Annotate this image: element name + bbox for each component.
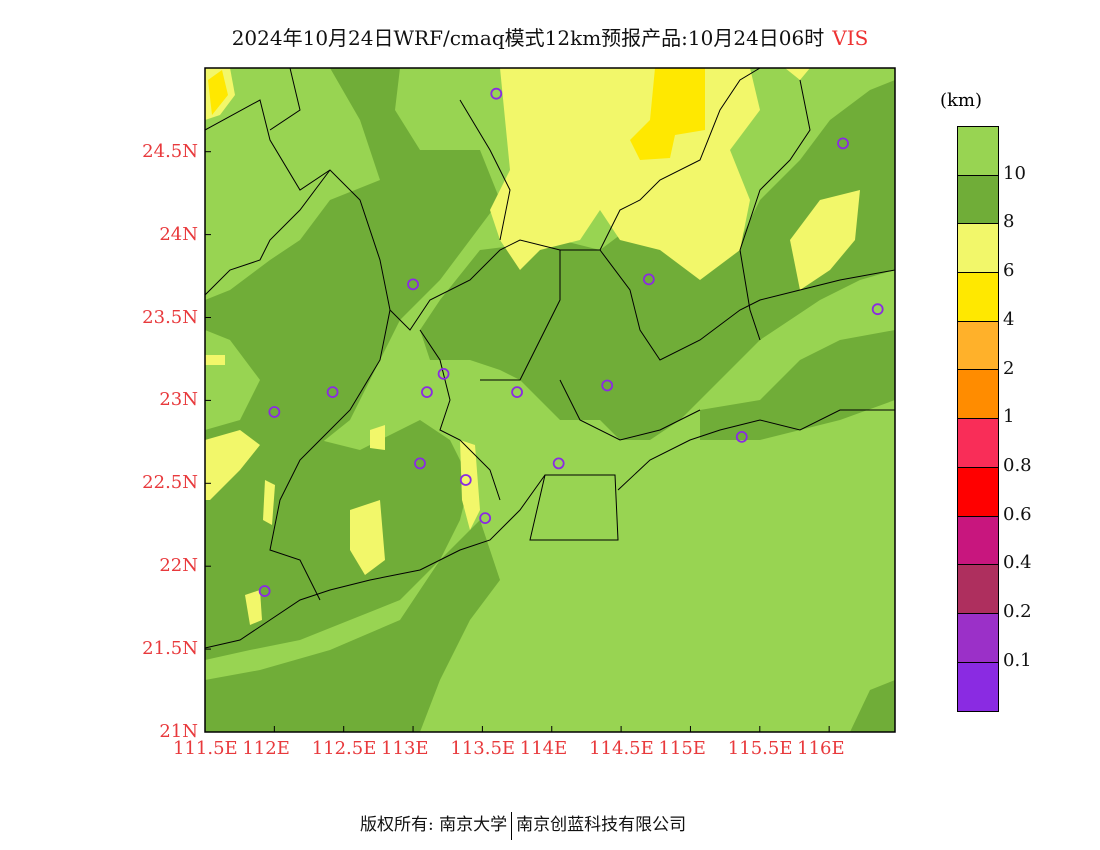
lat-label: 23N xyxy=(159,389,198,411)
lon-label: 115.5E xyxy=(727,738,793,759)
colorbar-swatch xyxy=(958,321,998,371)
vis-area-4-6 xyxy=(208,68,705,160)
station-marker xyxy=(601,379,614,392)
station-marker xyxy=(414,457,426,470)
footer: 版权所有: 南京大学 南京创蓝科技有限公司 xyxy=(360,810,686,840)
lon-label: 116E xyxy=(797,738,845,759)
station-markers xyxy=(258,87,884,597)
colorbar-label: 0.4 xyxy=(1003,552,1032,574)
lon-label: 114E xyxy=(519,738,568,759)
colorbar-label: 0.8 xyxy=(1003,454,1032,476)
lon-label: 112E xyxy=(242,738,290,759)
footer-company: 南京创蓝科技有限公司 xyxy=(516,815,687,835)
station-marker xyxy=(258,585,271,597)
colorbar-label: 6 xyxy=(1003,260,1015,282)
lat-label: 24N xyxy=(159,223,198,245)
lat-label: 22.5N xyxy=(142,472,198,494)
vis-area-8-10 xyxy=(205,68,895,732)
lat-label: 22N xyxy=(159,555,198,577)
colorbar-swatch xyxy=(958,662,998,712)
station-marker xyxy=(552,457,565,470)
colorbar-unit: (km) xyxy=(940,90,983,111)
title-text: 2024年10月24日WRF/cmaq模式12km预报产品:10月24日06时 xyxy=(231,26,825,50)
colorbar-swatch xyxy=(958,175,998,225)
station-marker xyxy=(490,87,503,100)
station-marker xyxy=(326,386,339,399)
lon-label: 113.5E xyxy=(450,738,516,759)
lon-label: 111.5E xyxy=(173,738,238,759)
footer-divider xyxy=(511,811,513,840)
station-marker xyxy=(437,367,450,380)
colorbar-label: 4 xyxy=(1003,308,1015,330)
lat-label: 24.5N xyxy=(142,140,198,162)
station-marker xyxy=(871,303,884,316)
colorbar-swatch xyxy=(958,467,998,517)
station-marker xyxy=(511,386,523,399)
variable-name: VIS xyxy=(832,26,869,50)
station-marker xyxy=(421,386,433,399)
station-marker xyxy=(642,273,655,286)
colorbar-label: 0.1 xyxy=(1003,649,1032,671)
colorbar-swatch xyxy=(958,127,998,176)
colorbar-label: 2 xyxy=(1003,357,1015,379)
colorbar-label: 0.6 xyxy=(1003,503,1032,525)
colorbar-label: 8 xyxy=(1003,211,1015,233)
lon-label: 114.5E xyxy=(589,738,654,759)
colorbar-label: 0.2 xyxy=(1003,601,1032,622)
lat-label: 21N xyxy=(159,721,198,742)
station-marker xyxy=(268,406,281,418)
footer-copyright: 版权所有: 南京大学 xyxy=(360,815,508,835)
lon-label: 115E xyxy=(658,738,706,759)
chart-title: 2024年10月24日WRF/cmaq模式12km预报产品:10月24日06时 V… xyxy=(0,22,1100,51)
station-marker xyxy=(407,278,419,291)
station-marker xyxy=(479,512,492,525)
station-marker xyxy=(735,430,748,443)
lon-label: 112.5E xyxy=(311,738,377,759)
lon-label: 113E xyxy=(381,738,429,759)
colorbar-swatch xyxy=(958,224,998,274)
colorbar-swatch xyxy=(958,419,998,468)
colorbar xyxy=(957,126,999,713)
colorbar-swatch xyxy=(958,516,998,566)
station-marker xyxy=(459,474,472,486)
lat-label: 21.5N xyxy=(142,638,198,660)
boundary-hongkong xyxy=(529,474,619,541)
colorbar-swatch xyxy=(958,565,998,614)
lat-label: 23.5N xyxy=(142,306,198,328)
colorbar-swatch xyxy=(958,370,998,420)
colorbar-swatch xyxy=(958,273,998,322)
colorbar-label: 1 xyxy=(1003,406,1015,428)
admin-boundaries xyxy=(205,68,895,649)
station-marker xyxy=(837,137,849,150)
colorbar-label: 10 xyxy=(1003,162,1026,184)
colorbar-swatch xyxy=(958,613,998,663)
